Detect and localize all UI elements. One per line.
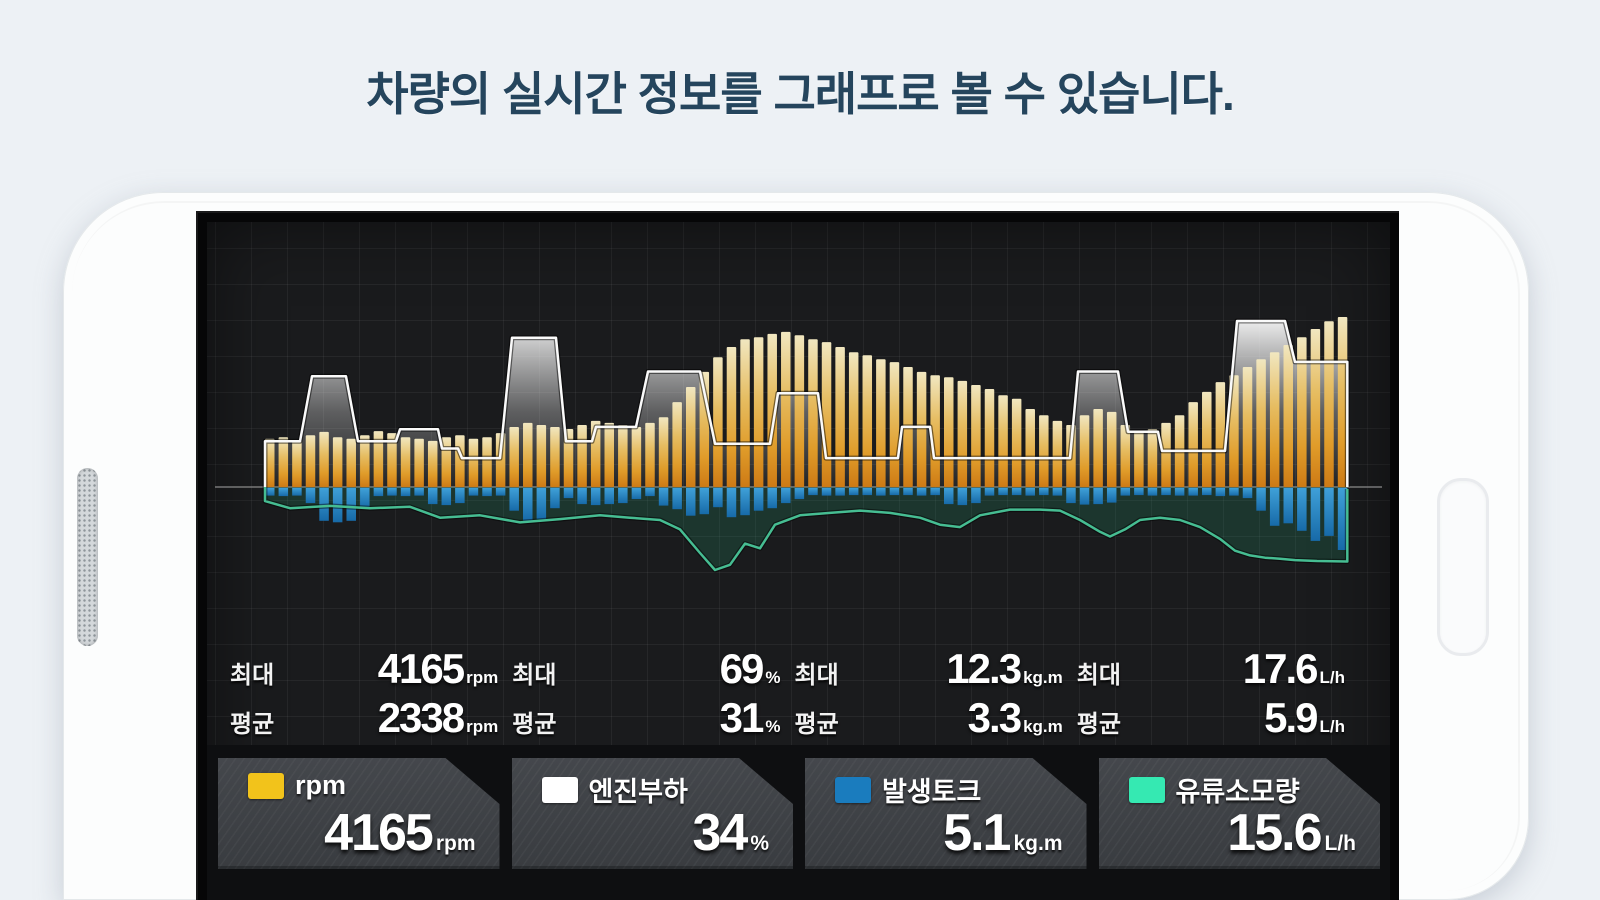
engine-load-swatch-icon [542, 777, 578, 803]
avg-load-value: 31 [719, 693, 765, 741]
legend-row: rpm 4165 rpm 엔진부하 34 % [207, 745, 1390, 900]
dashboard: 최대 4165 rpm 평균 2338 rpm 최대 69% 평균 31% [207, 222, 1390, 900]
legend-value-engine-load: 34 [692, 804, 747, 862]
avg-torque-value: 3.3 [967, 693, 1022, 741]
stat-avg-rpm: 평균 2338 rpm [230, 694, 498, 742]
legend-card-engine-load[interactable]: 엔진부하 34 % [512, 758, 794, 869]
fuel-swatch-icon [1129, 777, 1165, 803]
fuel-line [263, 487, 1349, 572]
stat-group-rpm: 최대 4165 rpm 평균 2338 rpm [230, 644, 498, 742]
legend-unit-torque: kg.m [1013, 832, 1063, 855]
legend-card-rpm[interactable]: rpm 4165 rpm [218, 758, 500, 869]
stat-max-load: 최대 69% [512, 645, 780, 693]
stat-max-torque: 최대 12.3 kg.m [795, 645, 1063, 693]
rpm-unit: rpm [466, 716, 499, 736]
page-title: 차량의 실시간 정보를 그래프로 볼 수 있습니다. [0, 58, 1600, 124]
max-fuel-value: 17.6 [1242, 644, 1319, 692]
engine-load-line [263, 319, 1349, 487]
avg-label: 평균 [230, 710, 275, 738]
max-label: 최대 [512, 661, 557, 689]
avg-label: 평균 [1076, 710, 1121, 738]
torque-bars [265, 488, 1348, 550]
max-label: 최대 [230, 661, 275, 689]
legend-card-fuel[interactable]: 유류소모량 15.6 L/h [1099, 758, 1381, 869]
torque-unit: kg.m [1023, 667, 1063, 687]
avg-label: 평균 [512, 710, 557, 738]
stat-avg-load: 평균 31% [512, 694, 780, 742]
legend-unit-fuel: L/h [1324, 832, 1356, 855]
stat-max-fuel: 최대 17.6 L/h [1077, 645, 1345, 693]
avg-rpm-value: 2338 [377, 693, 465, 741]
speaker-grille-icon [77, 468, 98, 646]
engine-load-area [265, 321, 1348, 487]
legend-value-torque: 5.1 [943, 804, 1010, 862]
legend-value-fuel: 15.6 [1227, 804, 1321, 862]
stat-avg-torque: 평균 3.3 kg.m [795, 694, 1063, 742]
legend-label-rpm: rpm [295, 770, 347, 800]
fuel-unit: L/h [1319, 667, 1346, 687]
legend-label-engine-load: 엔진부하 [588, 777, 688, 807]
max-rpm-value: 4165 [377, 644, 465, 692]
legend-label-fuel: 유류소모량 [1175, 777, 1300, 807]
stat-group-fuel: 최대 17.6 L/h 평균 5.9 L/h [1077, 644, 1345, 742]
torque-swatch-icon [835, 777, 871, 803]
stat-max-rpm: 최대 4165 rpm [230, 645, 498, 693]
avg-fuel-value: 5.9 [1264, 693, 1318, 741]
stat-group-load: 최대 69% 평균 31% [512, 644, 780, 742]
legend-unit-engine-load: % [750, 832, 769, 855]
legend-unit-rpm: rpm [435, 832, 476, 855]
fuel-area [265, 487, 1348, 570]
page-title-text: 차량의 실시간 정보를 그래프로 볼 수 있습니다. [366, 68, 1235, 120]
vehicle-chart [215, 317, 1382, 573]
percent-unit: % [765, 667, 781, 687]
fuel-unit: L/h [1319, 716, 1346, 736]
rpm-swatch-icon [248, 773, 284, 799]
phone-screen: 최대 4165 rpm 평균 2338 rpm 최대 69% 평균 31% [196, 211, 1399, 900]
stat-avg-fuel: 평균 5.9 L/h [1077, 694, 1345, 742]
max-load-value: 69 [719, 644, 765, 692]
max-torque-value: 12.3 [946, 644, 1022, 692]
max-label: 최대 [1076, 661, 1121, 689]
stats-row: 최대 4165 rpm 평균 2338 rpm 최대 69% 평균 31% [207, 640, 1390, 746]
torque-unit: kg.m [1023, 716, 1063, 736]
max-label: 최대 [794, 661, 839, 689]
legend-value-rpm: 4165 [324, 804, 432, 862]
legend-label-torque: 발생토크 [882, 777, 982, 807]
avg-label: 평균 [794, 710, 839, 738]
side-button-pill-icon [1437, 478, 1489, 656]
stat-group-torque: 최대 12.3 kg.m 평균 3.3 kg.m [795, 644, 1063, 742]
rpm-unit: rpm [466, 667, 499, 687]
percent-unit: % [765, 716, 781, 736]
legend-card-torque[interactable]: 발생토크 5.1 kg.m [805, 758, 1087, 869]
